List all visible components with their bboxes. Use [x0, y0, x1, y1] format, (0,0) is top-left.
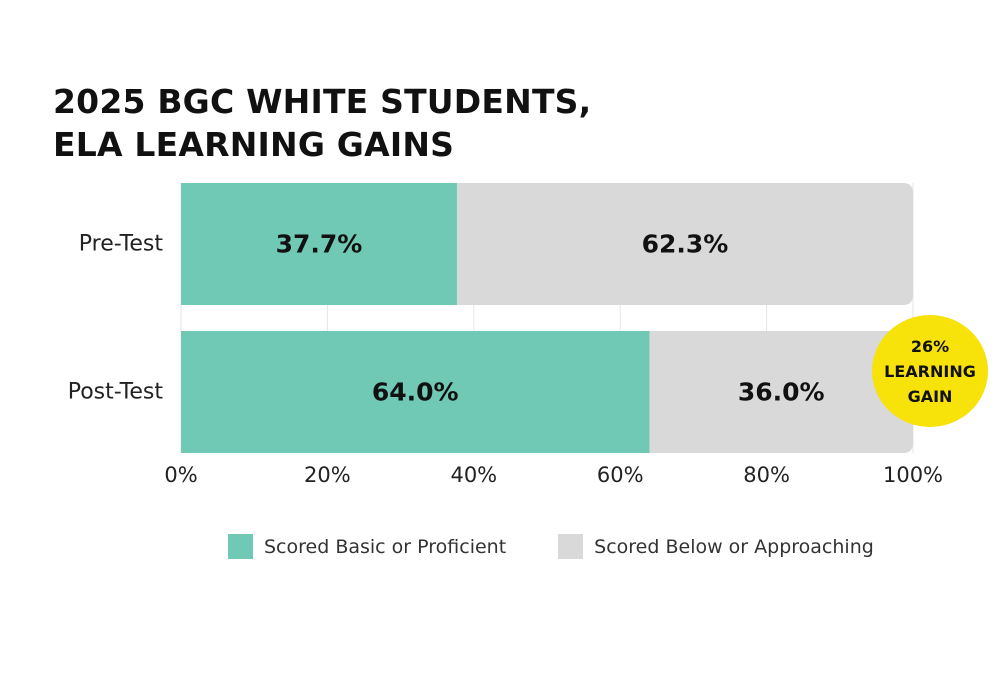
badge-line-1: 26%: [910, 336, 950, 356]
legend-swatch-proficient: [228, 534, 253, 559]
x-tick-label-0: 0%: [164, 463, 197, 487]
x-tick-label-2: 40%: [450, 463, 497, 487]
bar-1-0: [181, 331, 650, 453]
x-tick-label-4: 80%: [743, 463, 790, 487]
legend-swatch-below: [558, 534, 584, 559]
badge-line-2: LEARNING: [884, 361, 976, 381]
badge-line-3: GAIN: [907, 386, 953, 406]
bar-label-0-0: 37.7%: [276, 230, 363, 259]
chart-legend: Scored Basic or Proficient Scored Below …: [228, 534, 926, 559]
legend-label-below: Scored Below or Approaching: [594, 535, 874, 558]
bar-label-1-0: 64.0%: [372, 378, 459, 407]
chart-title-line-2: ELA LEARNING GAINS: [53, 125, 455, 164]
legend-item-proficient: Scored Basic or Proficient: [228, 534, 506, 559]
x-tick-label-3: 60%: [597, 463, 644, 487]
learning-gain-badge: 26% LEARNING GAIN: [872, 315, 988, 427]
x-tick-label-1: 20%: [304, 463, 351, 487]
bar-0-1: [456, 183, 913, 305]
legend-label-proficient: Scored Basic or Proficient: [264, 535, 507, 558]
legend-item-below: Scored Below or Approaching: [558, 534, 874, 559]
bar-label-0-1: 62.3%: [642, 230, 729, 259]
chart-title: 2025 BGC WHITE STUDENTS, ELA LEARNING GA…: [53, 80, 591, 166]
x-tick-label-5: 100%: [883, 463, 943, 487]
bar-label-1-1: 36.0%: [738, 378, 825, 407]
category-label-0: Pre-Test: [79, 232, 164, 257]
bar-0-0: [181, 183, 457, 305]
bar-1-1: [649, 331, 913, 453]
category-label-1: Post-Test: [68, 380, 164, 405]
chart-title-line-1: 2025 BGC WHITE STUDENTS,: [53, 82, 592, 121]
